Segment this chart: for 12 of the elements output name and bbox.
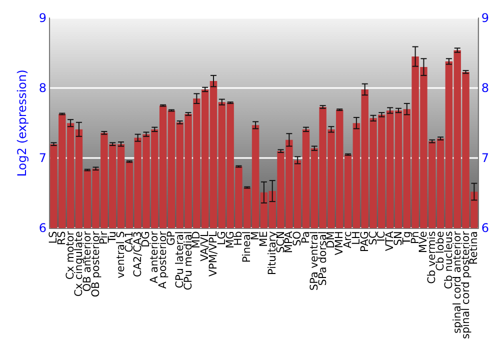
x-tick-label: Tg	[400, 231, 413, 246]
y-tick-label: 6	[38, 221, 47, 236]
y-tick-label: 7	[38, 151, 47, 166]
y-tick-label: 8	[38, 81, 47, 96]
y2-tick-label: 6	[481, 221, 490, 236]
y2-tick-label: 9	[481, 11, 490, 25]
y2-tick-label: 7	[481, 151, 490, 166]
y2-tick-label: 8	[481, 81, 490, 96]
x-tick-label: OB posterior	[90, 230, 102, 298]
y-tick-label: 9	[38, 11, 47, 25]
x-tick-label: Pituitary	[266, 231, 278, 275]
y-axis-title: Log2 (expression)	[15, 70, 29, 177]
